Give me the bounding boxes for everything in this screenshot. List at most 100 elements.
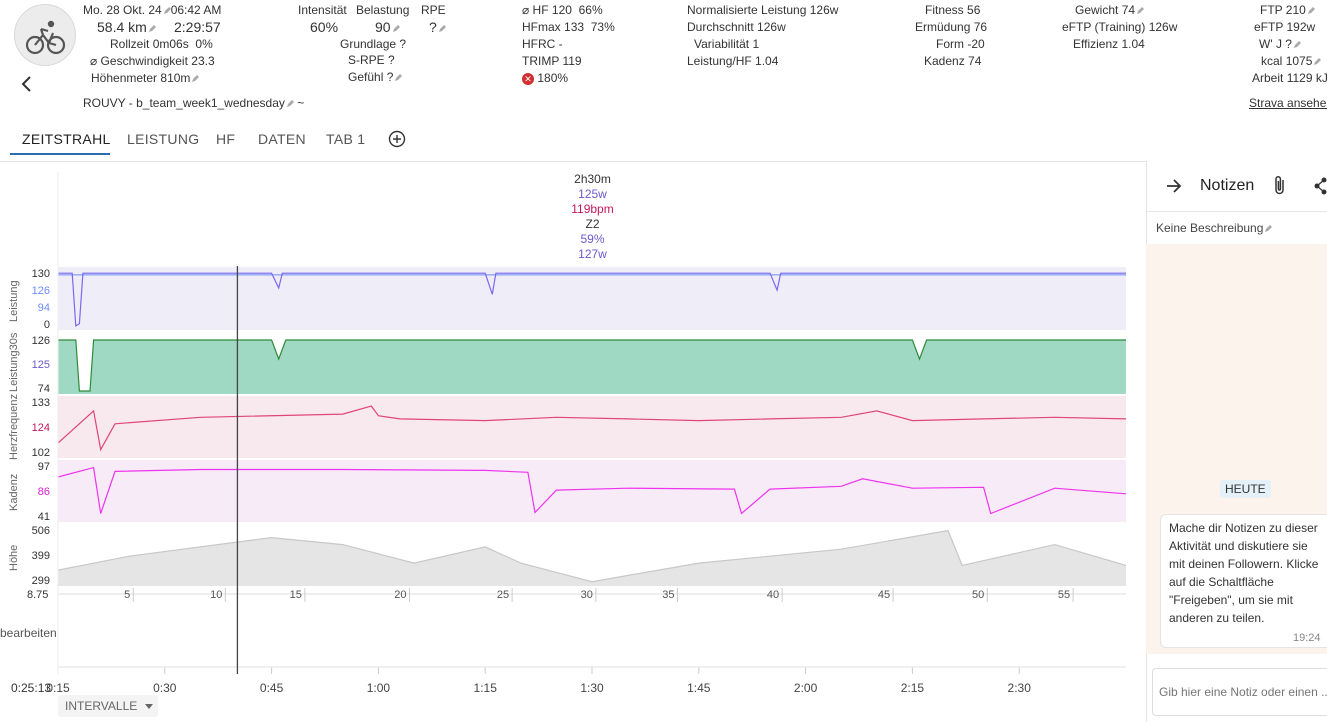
distance-tick-label: 10 — [210, 589, 222, 601]
intensity-value: 60% — [310, 19, 338, 35]
y-tick-label: 126 — [32, 335, 50, 347]
distance-tick-label: 25 — [497, 589, 509, 601]
time-tick-label: 1:00 — [367, 681, 391, 695]
fatigue: Ermüdung 76 — [915, 20, 987, 34]
edit-icon[interactable] — [1294, 41, 1301, 48]
ftp[interactable]: FTP 210 — [1260, 3, 1315, 17]
distance-tick-label: 55 — [1058, 589, 1070, 601]
load-label: Belastung — [356, 3, 409, 17]
edit-icon[interactable] — [1265, 225, 1272, 232]
edit-icon[interactable] — [192, 75, 199, 82]
cadence: Kadenz 74 — [924, 54, 981, 68]
power-hr: Leistung/HF 1.04 — [687, 54, 778, 68]
activity-distance[interactable]: 58.4 km — [97, 19, 156, 35]
avg-speed: ⌀ Geschwindigkeit 23.3 — [90, 54, 215, 68]
form: Form -20 — [936, 37, 985, 51]
edit-icon[interactable] — [149, 25, 156, 32]
y-tick-label: 41 — [38, 511, 50, 523]
y-tick-label: 125 — [32, 359, 50, 371]
back-icon[interactable] — [20, 75, 34, 98]
y-tick-label: 124 — [32, 422, 50, 434]
distance-tick-label: 50 — [972, 589, 984, 601]
today-divider: HEUTE — [1220, 480, 1271, 498]
rollzeit: Rollzeit 0m06s 0% — [110, 37, 213, 51]
axis-title-hoehe: Höhe — [8, 545, 20, 571]
decoupling: ✕ 180% — [522, 71, 568, 85]
tab-daten[interactable]: DATEN — [258, 131, 306, 147]
tab-tab1[interactable]: TAB 1 — [326, 131, 365, 147]
y-tick-label: 74 — [38, 383, 50, 395]
weight[interactable]: Gewicht 74 — [1075, 3, 1144, 17]
max-hr: HFmax 133 73% — [522, 20, 615, 34]
elevation-gain[interactable]: Höhenmeter 810m — [91, 71, 199, 85]
w-prime[interactable]: W' J ? — [1259, 37, 1301, 51]
edit-icon[interactable] — [395, 74, 402, 81]
load-value[interactable]: 90 — [375, 19, 400, 35]
distance-tick-label: 15 — [290, 589, 302, 601]
y-tick-label: 506 — [32, 525, 50, 537]
gefuehl[interactable]: Gefühl ? — [348, 70, 402, 84]
intensity-label: Intensität — [298, 3, 347, 17]
series-area-1 — [58, 340, 1126, 394]
edit-icon[interactable] — [393, 25, 400, 32]
axis-title-leistung30: Leistung30s — [8, 333, 20, 392]
share-icon[interactable] — [1314, 176, 1327, 201]
panel-bg-2 — [58, 396, 1126, 458]
y-tick-label: 133 — [32, 397, 50, 409]
eftp: eFTP 192w — [1254, 20, 1315, 34]
y-tick-label: 399 — [32, 550, 50, 562]
attach-icon[interactable] — [1272, 175, 1288, 202]
active-tab-indicator — [10, 153, 110, 155]
distance-tick-label: 30 — [581, 589, 593, 601]
edit-icon[interactable] — [287, 100, 294, 107]
activity-date[interactable]: Mo. 28 Okt. 24 06:42 AM — [83, 3, 221, 17]
note-message: Mache dir Notizen zu dieser Aktivität un… — [1160, 514, 1327, 648]
work: Arbeit 1129 kJ — [1252, 71, 1327, 85]
distance-tick-label: 35 — [662, 589, 674, 601]
edit-icon[interactable] — [1308, 7, 1315, 14]
distance-tick-label: 8.75 — [27, 589, 48, 601]
activity-type-avatar — [14, 4, 76, 66]
distance-tick-label: 20 — [394, 589, 406, 601]
time-tick-label: 0:45 — [260, 681, 284, 695]
add-tab-icon[interactable] — [388, 130, 406, 153]
activity-description[interactable]: Keine Beschreibung — [1156, 221, 1272, 235]
srpe: S-RPE ? — [348, 53, 395, 67]
distance-tick-label: 45 — [878, 589, 890, 601]
y-tick-label: 94 — [38, 302, 50, 314]
collapse-arrow-icon[interactable] — [1164, 176, 1184, 201]
note-message-text: Mache dir Notizen zu dieser Aktivität un… — [1169, 519, 1319, 627]
note-input[interactable] — [1152, 668, 1327, 716]
timeline-chart[interactable]: 130 126 94 0 126 125 74 133 124 102 97 86 41 506 399 29… — [0, 162, 1146, 722]
caret-down-icon — [145, 704, 153, 709]
edit-icon[interactable] — [1314, 58, 1321, 65]
tab-zeitstrahl[interactable]: ZEITSTRAHL — [22, 131, 111, 147]
edit-row-label[interactable]: bearbeiten — [0, 626, 57, 640]
time-tick-label: 2:00 — [794, 681, 818, 695]
normalized-power: Normalisierte Leistung 126w — [687, 3, 838, 17]
rpe-value[interactable]: ? — [429, 19, 446, 35]
distance-tick-label: 5 — [124, 589, 130, 601]
intervals-button[interactable]: INTERVALLE — [58, 695, 158, 717]
notes-title: Notizen — [1200, 177, 1254, 195]
y-tick-label: 86 — [38, 486, 50, 498]
time-tick-label: 1:45 — [687, 681, 711, 695]
edit-icon[interactable] — [1137, 7, 1144, 14]
strava-link[interactable]: Strava ansehen — [1249, 96, 1327, 110]
tab-hf[interactable]: HF — [216, 131, 235, 147]
distance-tick-label: 40 — [767, 589, 779, 601]
avg-hr: ⌀ HF 120 66% — [522, 3, 603, 17]
avg-power: Durchschnitt 126w — [687, 20, 786, 34]
y-tick-label: 97 — [38, 461, 50, 473]
tab-leistung[interactable]: LEISTUNG — [127, 131, 199, 147]
y-tick-label: 102 — [32, 447, 50, 459]
workout-name[interactable]: ROUVY - b_team_week1_wednesday ~ — [83, 96, 304, 110]
edit-icon[interactable] — [439, 25, 446, 32]
time-tick-label: 2:15 — [901, 681, 925, 695]
axis-title-hf: Herzfrequenz — [8, 394, 20, 460]
grundlage: Grundlage ? — [340, 37, 406, 51]
edit-icon[interactable] — [164, 7, 171, 14]
error-icon: ✕ — [522, 73, 534, 85]
kcal[interactable]: kcal 1075 — [1261, 54, 1321, 68]
y-tick-label: 126 — [32, 285, 50, 297]
